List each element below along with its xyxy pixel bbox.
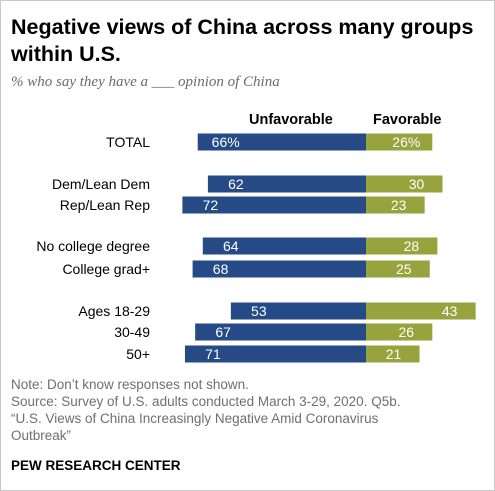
row-label: TOTAL [106, 134, 150, 150]
value-label-unfavorable: 68 [213, 261, 229, 277]
value-label-favorable: 23 [391, 197, 407, 213]
bar-chart: TOTAL 66% 26% Dem/Lean Dem 62 30 Rep/Lean Rep 7… [36, 133, 476, 363]
bar-unfavorable [184, 345, 366, 363]
value-label-unfavorable: 72 [203, 197, 219, 213]
chart-title: Negative views of China across many grou… [11, 15, 474, 66]
value-label-unfavorable: 71 [205, 346, 221, 362]
legend-favorable: Favorable [373, 112, 442, 128]
bar-unfavorable [230, 302, 366, 320]
legend-unfavorable: Unfavorable [249, 112, 333, 128]
chart-subtitle: % who say they have a ___ opinion of Chi… [11, 74, 280, 90]
bar-unfavorable [207, 175, 366, 193]
bar-favorable [366, 323, 433, 341]
source-line: “U.S. Views of China Increasingly Negati… [11, 411, 379, 426]
row-label: 30-49 [114, 324, 150, 340]
value-label-unfavorable: 62 [228, 176, 244, 192]
value-label-favorable: 25 [396, 261, 412, 277]
value-label-favorable: 21 [386, 346, 402, 362]
bar-unfavorable [197, 133, 366, 151]
row-label: Dem/Lean Dem [52, 176, 150, 192]
org-name: PEW RESEARCH CENTER [11, 458, 181, 473]
value-label-favorable: 26% [392, 134, 420, 150]
row-label: 50+ [126, 346, 150, 362]
value-label-unfavorable: 66% [212, 134, 240, 150]
source-line: Outbreak” [11, 428, 72, 443]
value-label-unfavorable: 64 [223, 238, 239, 254]
bar-favorable [366, 302, 476, 320]
row-label: Ages 18-29 [78, 303, 150, 319]
bar-favorable [366, 196, 425, 214]
row-label: Rep/Lean Rep [60, 197, 151, 213]
bar-unfavorable [182, 196, 366, 214]
value-label-unfavorable: 67 [215, 324, 231, 340]
value-label-favorable: 26 [399, 324, 415, 340]
note-line: Note: Don’t know responses not shown. [11, 377, 249, 392]
row-label: No college degree [36, 238, 150, 254]
source-line: Source: Survey of U.S. adults conducted … [11, 394, 401, 409]
bar-unfavorable [192, 260, 366, 278]
bar-favorable [366, 345, 420, 363]
bar-unfavorable [202, 237, 366, 255]
bar-favorable [366, 260, 430, 278]
value-label-favorable: 30 [409, 176, 425, 192]
chart-notes: Note: Don’t know responses not shown. So… [11, 376, 481, 444]
bar-favorable [366, 237, 438, 255]
value-label-favorable: 28 [404, 238, 420, 254]
bar-favorable [366, 175, 443, 193]
value-label-favorable: 43 [442, 303, 458, 319]
bar-favorable [366, 133, 433, 151]
bar-unfavorable [195, 323, 366, 341]
row-label: College grad+ [62, 261, 150, 277]
value-label-unfavorable: 53 [251, 303, 267, 319]
